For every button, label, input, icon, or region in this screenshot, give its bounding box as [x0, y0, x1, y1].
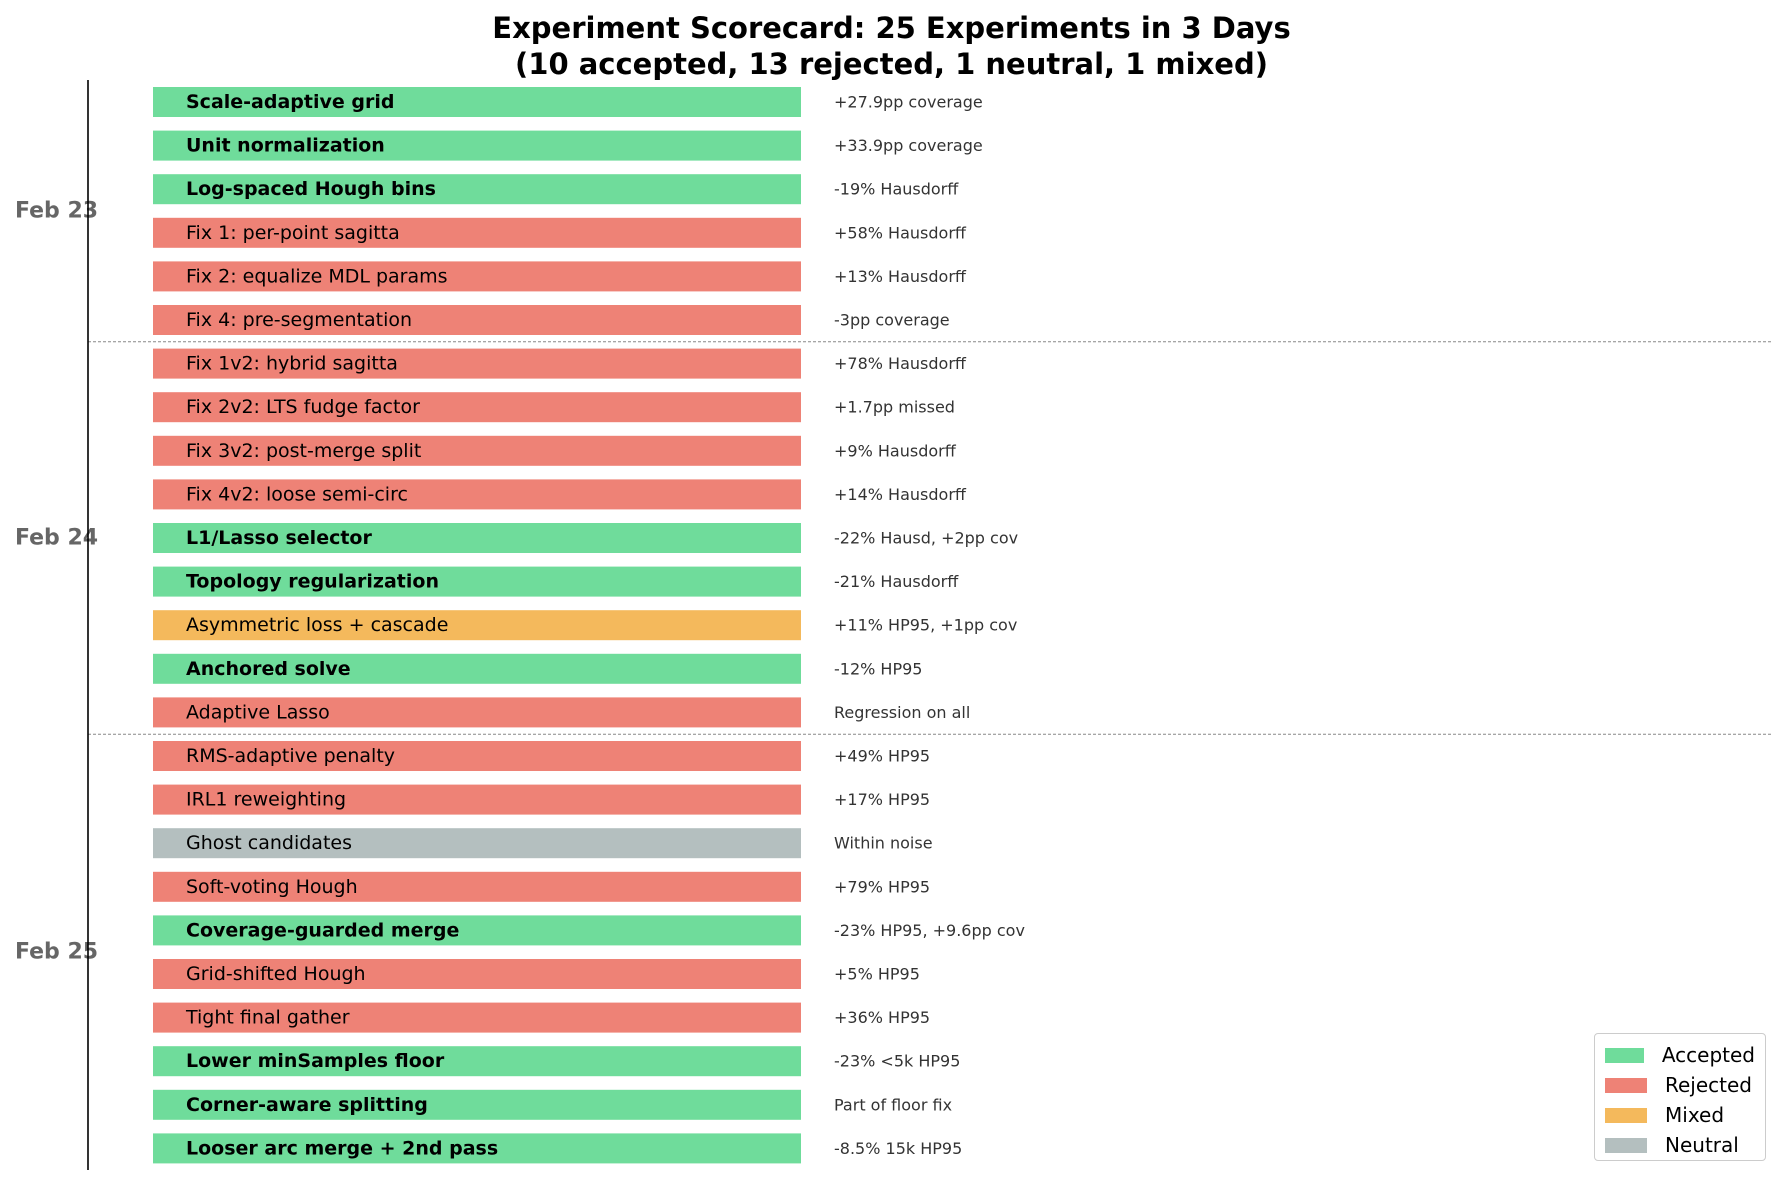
experiment-bar-rejected [153, 697, 801, 728]
experiment-bar-accepted [153, 915, 801, 946]
legend-swatch [1605, 1137, 1647, 1153]
experiment-label: Fix 1v2: hybrid sagitta [186, 353, 398, 375]
experiment-label: Scale-adaptive grid [186, 91, 394, 113]
experiment-label: Coverage-guarded merge [186, 919, 459, 941]
experiment-label: Unit normalization [186, 135, 385, 157]
legend-swatch [1605, 1107, 1647, 1123]
experiment-label: Tight final gather [185, 1007, 350, 1029]
legend-swatch [1605, 1047, 1644, 1063]
legend-swatch [1605, 1077, 1647, 1093]
experiment-label: Ghost candidates [186, 832, 352, 854]
legend: Accepted Rejected Mixed Neutral [1594, 1033, 1766, 1161]
experiment-note: -8.5% 15k HP95 [834, 1139, 962, 1158]
experiment-label: IRL1 reweighting [186, 789, 346, 811]
experiment-label: Corner-aware splitting [186, 1094, 428, 1116]
legend-item-mixed: Mixed [1605, 1100, 1755, 1130]
experiment-bar-rejected [153, 479, 801, 510]
experiment-note: +36% HP95 [834, 1008, 930, 1027]
experiment-note: +78% Hausdorff [834, 354, 967, 373]
experiment-note: Within noise [834, 834, 933, 853]
experiment-note: +9% Hausdorff [834, 441, 957, 460]
experiment-label: L1/Lasso selector [186, 527, 372, 549]
experiment-label: Fix 2: equalize MDL params [186, 265, 448, 287]
experiment-note: +5% HP95 [834, 965, 920, 984]
experiment-bar-accepted [153, 523, 801, 553]
experiment-note: -12% HP95 [834, 659, 922, 678]
experiment-bar-accepted [153, 1133, 801, 1164]
experiment-bar-accepted [153, 130, 801, 161]
experiment-label: Fix 3v2: post-merge split [186, 440, 421, 462]
legend-item-rejected: Rejected [1605, 1070, 1755, 1100]
experiment-note: +58% Hausdorff [834, 223, 967, 242]
experiment-bar-rejected [153, 305, 801, 335]
experiment-bar-rejected [153, 435, 801, 466]
experiment-bar-rejected [153, 217, 801, 248]
experiment-note: +11% HP95, +1pp cov [834, 616, 1017, 635]
experiment-label: RMS-adaptive penalty [186, 745, 395, 767]
legend-item-accepted: Accepted [1605, 1040, 1755, 1070]
experiment-label: Looser arc merge + 2nd pass [186, 1137, 498, 1159]
chart-title-line-1: Experiment Scorecard: 25 Experiments in … [492, 11, 1291, 45]
experiment-note: +49% HP95 [834, 747, 930, 766]
legend-label: Mixed [1665, 1103, 1725, 1127]
experiment-label: Fix 4v2: loose semi-circ [186, 483, 408, 505]
experiment-note: -21% Hausdorff [834, 572, 959, 591]
experiment-note: +27.9pp coverage [834, 93, 983, 112]
legend-label: Neutral [1665, 1133, 1739, 1157]
experiment-label: Topology regularization [186, 571, 439, 593]
experiment-note: -19% Hausdorff [834, 180, 959, 199]
experiment-label: Lower minSamples floor [186, 1050, 445, 1072]
experiment-bar-rejected [153, 261, 801, 292]
experiment-bar-rejected [153, 1002, 801, 1033]
experiment-bar-accepted [153, 653, 801, 684]
experiment-note: -23% HP95, +9.6pp cov [834, 921, 1025, 940]
experiment-label: Adaptive Lasso [186, 701, 330, 723]
experiment-bar-rejected [153, 784, 801, 815]
experiment-note: +14% Hausdorff [834, 485, 967, 504]
legend-label: Accepted [1661, 1043, 1755, 1067]
experiment-note: Regression on all [834, 703, 970, 722]
experiment-note: -23% <5k HP95 [834, 1052, 960, 1071]
experiment-note: +33.9pp coverage [834, 136, 983, 155]
experiment-label: Anchored solve [186, 658, 351, 680]
experiment-bar-accepted [153, 1089, 801, 1120]
experiment-bar-neutral [153, 828, 801, 859]
experiment-note: +1.7pp missed [834, 398, 955, 417]
experiment-bar-rejected [153, 959, 801, 989]
experiment-note: -22% Hausd, +2pp cov [834, 529, 1018, 548]
experiment-bar-rejected [153, 741, 801, 771]
experiment-note: +13% Hausdorff [834, 267, 967, 286]
experiment-note: +17% HP95 [834, 790, 930, 809]
legend-label: Rejected [1665, 1073, 1753, 1097]
experiment-bar-rejected [153, 871, 801, 902]
experiment-label: Fix 4: pre-segmentation [186, 309, 412, 331]
experiment-note: Part of floor fix [834, 1095, 952, 1114]
legend-item-neutral: Neutral [1605, 1130, 1755, 1160]
experiment-label: Fix 1: per-point sagitta [186, 222, 400, 244]
experiment-bar-accepted [153, 174, 801, 205]
experiment-bar-accepted [153, 1046, 801, 1077]
experiment-label: Fix 2v2: LTS fudge factor [186, 396, 420, 418]
experiment-bar-accepted [153, 87, 801, 117]
chart-title: Experiment Scorecard: 25 Experiments in … [0, 10, 1783, 82]
experiment-bar-rejected [153, 348, 801, 379]
experiment-bar-accepted [153, 566, 801, 597]
experiment-bar-mixed [153, 610, 801, 641]
day-label: Feb 24 [15, 526, 98, 551]
day-label: Feb 23 [15, 199, 98, 224]
day-label: Feb 25 [15, 940, 98, 965]
chart-title-line-2: (10 accepted, 13 rejected, 1 neutral, 1 … [515, 47, 1268, 81]
experiment-note: +79% HP95 [834, 877, 930, 896]
experiment-label: Asymmetric loss + cascade [186, 614, 448, 636]
experiment-label: Grid-shifted Hough [186, 963, 366, 985]
experiment-label: Soft-voting Hough [186, 876, 358, 898]
experiment-label: Log-spaced Hough bins [186, 178, 436, 200]
experiment-bar-rejected [153, 392, 801, 423]
experiment-note: -3pp coverage [834, 311, 950, 330]
